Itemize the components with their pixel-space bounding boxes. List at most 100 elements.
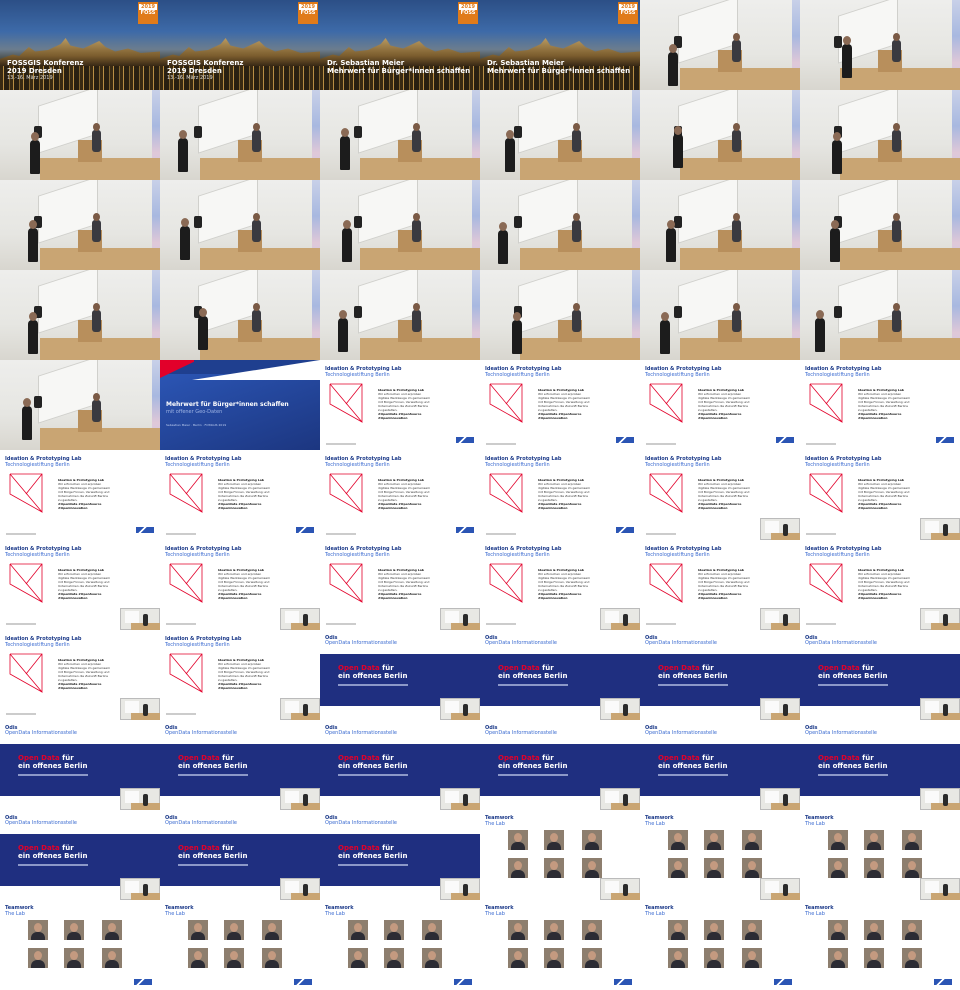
team-photo	[188, 920, 208, 940]
frame-thumbnail[interactable]: Odis OpenData Informationsstelle Open Data…	[800, 630, 960, 720]
frame-thumbnail[interactable]: Odis OpenData Informationsstelle Open Data…	[320, 720, 480, 810]
frame-thumbnail[interactable]	[800, 0, 960, 90]
frame-thumbnail[interactable]	[640, 0, 800, 90]
quote-line1: Open Data für	[338, 844, 394, 852]
frame-thumbnail[interactable]: Ideation & Prototyping Lab Technologiesti…	[160, 540, 320, 630]
footer-url	[166, 713, 196, 715]
body-line: mit Bürger*innen, Verwaltung und	[218, 490, 270, 494]
frame-thumbnail[interactable]	[0, 270, 160, 360]
frame-thumbnail[interactable]: Odis OpenData Informationsstelle Open Data…	[0, 720, 160, 810]
frame-thumbnail[interactable]: Ideation & Prototyping Lab Technologiesti…	[480, 540, 640, 630]
frame-thumbnail[interactable]: Odis OpenData Informationsstelle Open Data…	[160, 810, 320, 900]
overlay-screen	[285, 881, 299, 893]
frame-thumbnail[interactable]: Odis OpenData Informationsstelle Open Data…	[320, 630, 480, 720]
hashtag-line: #OpenInnovation	[58, 506, 88, 510]
frame-thumbnail[interactable]: Teamwork The Lab	[640, 900, 800, 990]
frame-thumbnail[interactable]: Ideation & Prototyping Lab Technologiesti…	[640, 540, 800, 630]
brand-logo-icon	[934, 979, 952, 985]
frame-thumbnail[interactable]: Odis OpenData Informationsstelle Open Data…	[640, 720, 800, 810]
body-line: Unternehmen die Zukunft Berlins	[218, 584, 268, 588]
frame-thumbnail[interactable]: Teamwork The Lab	[480, 810, 640, 900]
frame-thumbnail[interactable]	[0, 180, 160, 270]
frame-thumbnail[interactable]: Ideation & Prototyping Lab Technologiesti…	[800, 540, 960, 630]
frame-thumbnail[interactable]: Odis OpenData Informationsstelle Open Data…	[0, 810, 160, 900]
frame-thumbnail[interactable]: Ideation & Prototyping Lab Technologiesti…	[160, 450, 320, 540]
team-photo	[384, 948, 404, 968]
frame-thumbnail[interactable]	[800, 270, 960, 360]
frame-thumbnail[interactable]: Teamwork The Lab	[800, 810, 960, 900]
frame-thumbnail[interactable]: Mehrwert für Bürger*innen schaffen mit of…	[160, 360, 320, 450]
speaker	[512, 312, 522, 354]
frame-thumbnail[interactable]: Ideation & Prototyping Lab Technologiesti…	[480, 450, 640, 540]
frame-thumbnail[interactable]: 2019 FOSS Dr. Sebastian Meier Mehrwert für …	[320, 0, 480, 90]
frame-thumbnail[interactable]: Ideation & Prototyping Lab Technologiesti…	[320, 360, 480, 450]
quote-band	[0, 834, 160, 886]
frame-thumbnail[interactable]	[640, 270, 800, 360]
frame-thumbnail[interactable]: Teamwork The Lab	[320, 900, 480, 990]
window	[312, 90, 320, 180]
frame-thumbnail[interactable]: Odis OpenData Informationsstelle Open Data…	[640, 630, 800, 720]
frame-thumbnail[interactable]: Teamwork The Lab	[480, 900, 640, 990]
frame-thumbnail[interactable]	[640, 90, 800, 180]
frame-thumbnail[interactable]: Odis OpenData Informationsstelle Open Data…	[800, 720, 960, 810]
frame-thumbnail[interactable]: Odis OpenData Informationsstelle Open Data…	[160, 720, 320, 810]
frame-thumbnail[interactable]: 2019 FOSS FOSSGIS Konferenz 2019 Dresden 13.…	[0, 0, 160, 90]
frame-thumbnail[interactable]: Ideation & Prototyping Lab Technologiesti…	[320, 540, 480, 630]
desk	[680, 68, 800, 90]
frame-thumbnail[interactable]	[800, 90, 960, 180]
quote-line2: ein offenes Berlin	[18, 852, 88, 860]
frame-thumbnail[interactable]: Ideation & Prototyping Lab Technologiesti…	[0, 540, 160, 630]
frame-thumbnail[interactable]	[0, 90, 160, 180]
frame-thumbnail[interactable]	[320, 180, 480, 270]
team-photo	[668, 920, 688, 940]
quote-line1: Open Data für	[818, 664, 874, 672]
frame-thumbnail[interactable]	[320, 90, 480, 180]
frame-thumbnail[interactable]	[0, 360, 160, 450]
frame-thumbnail[interactable]	[160, 270, 320, 360]
frame-thumbnail[interactable]: Odis OpenData Informationsstelle Open Data…	[480, 720, 640, 810]
frame-thumbnail[interactable]: Ideation & Prototyping Lab Technologiesti…	[480, 360, 640, 450]
frame-thumbnail[interactable]: 2019 FOSS Dr. Sebastian Meier Mehrwert für …	[480, 0, 640, 90]
frame-thumbnail[interactable]	[320, 270, 480, 360]
body-line: mit Bürger*innen, Verwaltung und	[698, 490, 750, 494]
desk	[520, 158, 640, 180]
frame-thumbnail[interactable]: Ideation & Prototyping Lab Technologiesti…	[0, 630, 160, 720]
frame-thumbnail[interactable]: Ideation & Prototyping Lab Technologiesti…	[800, 450, 960, 540]
overlay-screen	[285, 701, 299, 713]
frame-thumbnail[interactable]	[160, 180, 320, 270]
frame-thumbnail[interactable]: Teamwork The Lab	[800, 900, 960, 990]
hashtag-line: #OpenInnovation	[218, 506, 248, 510]
frame-thumbnail[interactable]: Teamwork The Lab	[640, 810, 800, 900]
frame-thumbnail[interactable]: Ideation & Prototyping Lab Technologiesti…	[640, 360, 800, 450]
quote-highlight: Open Data	[338, 844, 383, 852]
overlay-desk	[611, 623, 640, 630]
frame-thumbnail[interactable]: 2019 FOSS FOSSGIS Konferenz 2019 Dresden 13.…	[160, 0, 320, 90]
frame-thumbnail[interactable]	[800, 180, 960, 270]
frame-thumbnail[interactable]: Ideation & Prototyping Lab Technologiesti…	[0, 450, 160, 540]
frame-thumbnail[interactable]	[480, 90, 640, 180]
frame-thumbnail[interactable]: Odis OpenData Informationsstelle Open Data…	[480, 630, 640, 720]
overlay-screen	[445, 881, 459, 893]
frame-thumbnail[interactable]: Ideation & Prototyping Lab Technologiesti…	[160, 630, 320, 720]
overlay-speaker	[143, 794, 148, 806]
frame-thumbnail[interactable]	[160, 90, 320, 180]
slide-subheading: OpenData Informationsstelle	[325, 730, 397, 736]
frame-thumbnail[interactable]: Ideation & Prototyping Lab Technologiesti…	[640, 450, 800, 540]
frame-thumbnail[interactable]	[480, 270, 640, 360]
frame-thumbnail[interactable]	[640, 180, 800, 270]
frame-thumbnail[interactable]: Odis OpenData Informationsstelle Open Data…	[320, 810, 480, 900]
body-line: zu gestalten.	[58, 588, 78, 592]
hashtag-line: #OpenData #OpenSource	[58, 592, 102, 596]
frame-thumbnail[interactable]: Teamwork The Lab	[160, 900, 320, 990]
frame-thumbnail[interactable]: Ideation & Prototyping Lab Technologiesti…	[320, 450, 480, 540]
frame-thumbnail[interactable]: Ideation & Prototyping Lab Technologiesti…	[800, 360, 960, 450]
lab-logo-icon	[489, 473, 523, 514]
team-photo	[582, 920, 602, 940]
body-line: mit Bürger*innen, Verwaltung und	[858, 580, 910, 584]
quote-word: für	[542, 754, 554, 762]
body-line: zu gestalten.	[58, 678, 78, 682]
frame-thumbnail[interactable]: Teamwork The Lab	[0, 900, 160, 990]
footer-url	[166, 623, 196, 625]
quote-line2: ein offenes Berlin	[658, 762, 728, 770]
frame-thumbnail[interactable]	[480, 180, 640, 270]
